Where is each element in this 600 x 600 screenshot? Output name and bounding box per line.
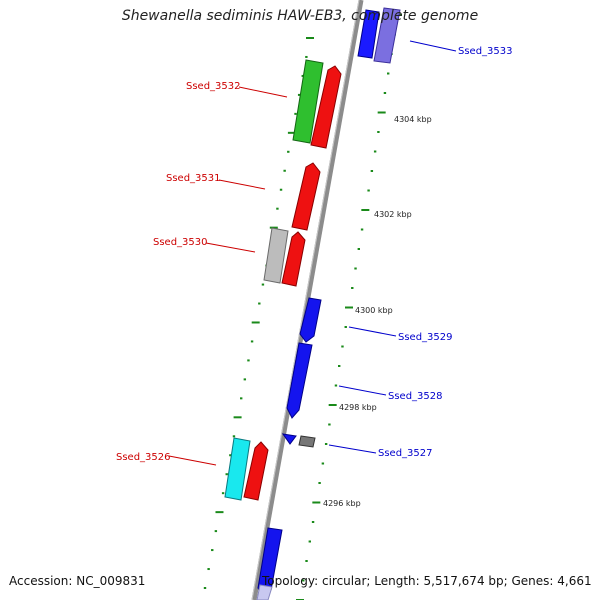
- topology-text: Topology: circular; Length: 5,517,674 bp…: [262, 574, 592, 588]
- genome-title: Shewanella sediminis HAW-EB3, complete g…: [121, 8, 479, 24]
- gene-ssed-3530-grey[interactable]: [263, 227, 289, 284]
- connector-ssed-3527: [328, 444, 377, 454]
- gene-ssed-3533-b[interactable]: [373, 7, 401, 64]
- connector-ssed-3528: [338, 385, 387, 396]
- gene-label-ssed-3527[interactable]: Ssed_3527: [378, 448, 433, 459]
- label-connectors: [168, 40, 457, 466]
- scale-label-4302: 4302 kbp: [374, 210, 412, 219]
- gene-ssed-3526-cyan[interactable]: [224, 437, 251, 501]
- gene-ssed-3527-blue[interactable]: [281, 433, 297, 445]
- gene-ssed-3532-red[interactable]: [310, 65, 342, 149]
- gene-label-ssed-3529[interactable]: Ssed_3529: [398, 332, 453, 343]
- connector-ssed-3529: [348, 326, 397, 337]
- gene-label-ssed-3532[interactable]: Ssed_3532: [186, 81, 241, 92]
- accession-text: Accession: NC_009831: [9, 574, 146, 588]
- connector-ssed-3533: [409, 40, 457, 52]
- gene-ssed-3528[interactable]: [286, 342, 313, 419]
- gene-ssed-3529[interactable]: [299, 297, 322, 343]
- connector-ssed-3526: [168, 455, 217, 466]
- gene-label-ssed-3530[interactable]: Ssed_3530: [153, 237, 208, 248]
- gene-label-ssed-3526[interactable]: Ssed_3526: [116, 452, 171, 463]
- scale-label-4304: 4304 kbp: [394, 115, 432, 124]
- gene-ssed-3526-red[interactable]: [243, 441, 269, 501]
- connector-ssed-3532: [238, 86, 288, 98]
- gene-ssed-3530-red[interactable]: [281, 231, 306, 287]
- gene-label-ssed-3531[interactable]: Ssed_3531: [166, 173, 221, 184]
- scale-label-4296: 4296 kbp: [323, 499, 361, 508]
- gene-features: [224, 7, 401, 600]
- gene-ssed-3527-grey[interactable]: [298, 435, 316, 448]
- scale-labels: 4304 kbp 4302 kbp 4300 kbp 4298 kbp 4296…: [323, 115, 432, 508]
- gene-label-ssed-3533[interactable]: Ssed_3533: [458, 46, 513, 57]
- gene-ssed-3533-a[interactable]: [357, 9, 380, 59]
- genome-backbone-highlight: [251, 0, 360, 600]
- genome-backbone: [251, 0, 364, 600]
- gene-bottom-lavender: [256, 584, 273, 600]
- scale-label-4300: 4300 kbp: [355, 306, 393, 315]
- scale-label-4298: 4298 kbp: [339, 403, 377, 412]
- connector-ssed-3530: [205, 242, 256, 253]
- gene-label-ssed-3528[interactable]: Ssed_3528: [388, 391, 443, 402]
- gene-ssed-3532-green[interactable]: [292, 59, 324, 144]
- gene-ssed-3531[interactable]: [291, 162, 321, 231]
- gene-labels: Ssed_3533 Ssed_3532 Ssed_3531 Ssed_3530 …: [116, 46, 513, 463]
- connector-ssed-3531: [218, 179, 266, 190]
